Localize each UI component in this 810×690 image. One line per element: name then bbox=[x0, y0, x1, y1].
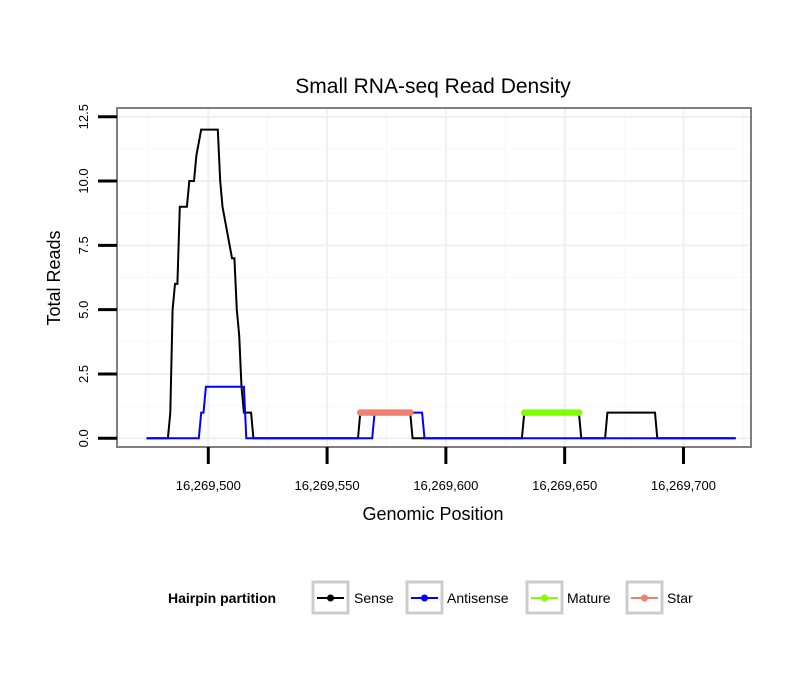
legend-item-star: Star bbox=[625, 580, 693, 615]
legend-item-sense: Sense bbox=[311, 580, 394, 615]
y-axis-title: Total Reads bbox=[44, 230, 64, 325]
legend-item-antisense: Antisense bbox=[405, 580, 509, 615]
x-tick-label: 16,269,700 bbox=[651, 478, 716, 493]
legend-key-point bbox=[541, 594, 548, 602]
y-tick-label: 2.5 bbox=[76, 365, 91, 383]
y-tick-label: 0.0 bbox=[76, 429, 91, 447]
series-line-antisense bbox=[146, 385, 736, 440]
legend-item-mature: Mature bbox=[525, 580, 611, 615]
series-points-star bbox=[357, 409, 414, 416]
legend-title: Hairpin partition bbox=[168, 590, 276, 606]
series-layer bbox=[146, 128, 736, 440]
legend: Hairpin partition Sense Antisense Mature St… bbox=[168, 580, 693, 615]
plot-area-border bbox=[116, 107, 752, 448]
axes: 16,269,500 16,269,550 16,269,600 16,269,650… bbox=[76, 104, 716, 493]
x-tick-label: 16,269,550 bbox=[295, 478, 360, 493]
legend-label: Sense bbox=[354, 590, 394, 606]
data-point bbox=[406, 409, 414, 416]
legend-key-point bbox=[641, 594, 648, 602]
grid bbox=[118, 109, 750, 446]
y-tick-label: 5.0 bbox=[76, 301, 91, 319]
legend-label: Star bbox=[667, 590, 693, 606]
x-axis-title: Genomic Position bbox=[362, 504, 503, 524]
y-tick-label: 10.0 bbox=[76, 168, 91, 193]
legend-label: Mature bbox=[567, 590, 611, 606]
series-line-sense bbox=[146, 128, 736, 440]
x-tick-label: 16,269,650 bbox=[532, 478, 597, 493]
series-points-mature bbox=[520, 409, 583, 416]
chart-title: Small RNA-seq Read Density bbox=[295, 75, 571, 98]
y-tick-label: 12.5 bbox=[76, 104, 91, 129]
legend-key-point bbox=[421, 594, 428, 602]
x-tick-label: 16,269,600 bbox=[413, 478, 478, 493]
y-tick-label: 7.5 bbox=[76, 236, 91, 254]
legend-key-point bbox=[327, 594, 334, 602]
x-tick-label: 16,269,500 bbox=[176, 478, 241, 493]
legend-label: Antisense bbox=[447, 590, 509, 606]
data-point bbox=[575, 409, 583, 416]
